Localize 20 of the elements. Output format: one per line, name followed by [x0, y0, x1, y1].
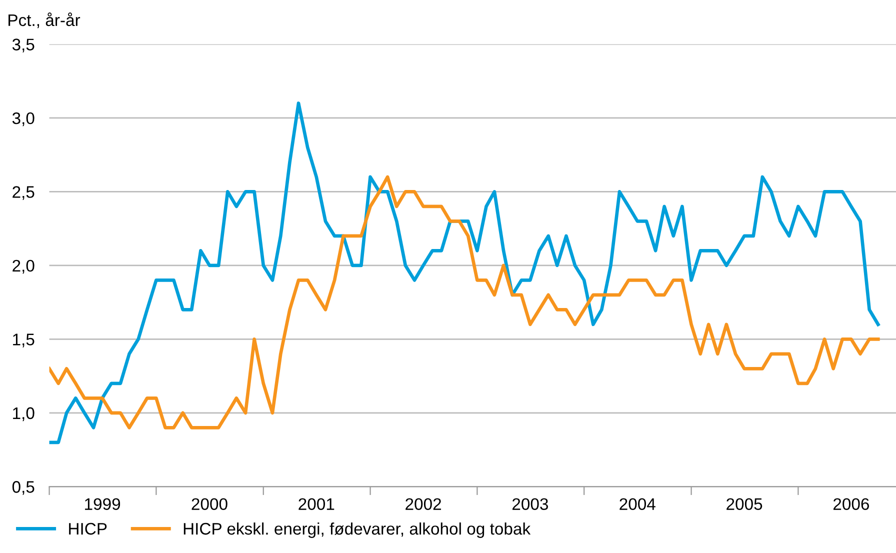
- x-tick-label: 1999: [85, 498, 120, 510]
- x-tick-label: 2005: [726, 498, 762, 510]
- y-tick-label: 0,5: [12, 481, 34, 495]
- x-tick-label: 2000: [192, 498, 228, 510]
- y-tick-label: 1,0: [13, 407, 34, 422]
- y-tick-label: 2,5: [12, 186, 34, 200]
- x-tick-label: 2001: [298, 498, 334, 510]
- legend-label: HICP ekskl. energi, fødevarer, alkohol og tobak: [184, 522, 531, 538]
- line-series: [49, 102, 880, 444]
- x-tick-label: 2002: [406, 498, 441, 510]
- x-tick-label: 2004: [620, 498, 656, 510]
- x-tick-label: 2003: [512, 498, 548, 510]
- y-tick-label: 3,0: [12, 112, 34, 126]
- line-series: [49, 175, 880, 430]
- y-tick-label: 1,5: [13, 334, 34, 348]
- y-tick-label: 2,0: [12, 260, 34, 274]
- legend-label: HICP: [69, 522, 107, 535]
- y-axis-title: Pct., år-år: [8, 12, 80, 28]
- x-tick-label: 2006: [833, 498, 869, 510]
- y-tick-label: 3,5: [12, 38, 34, 52]
